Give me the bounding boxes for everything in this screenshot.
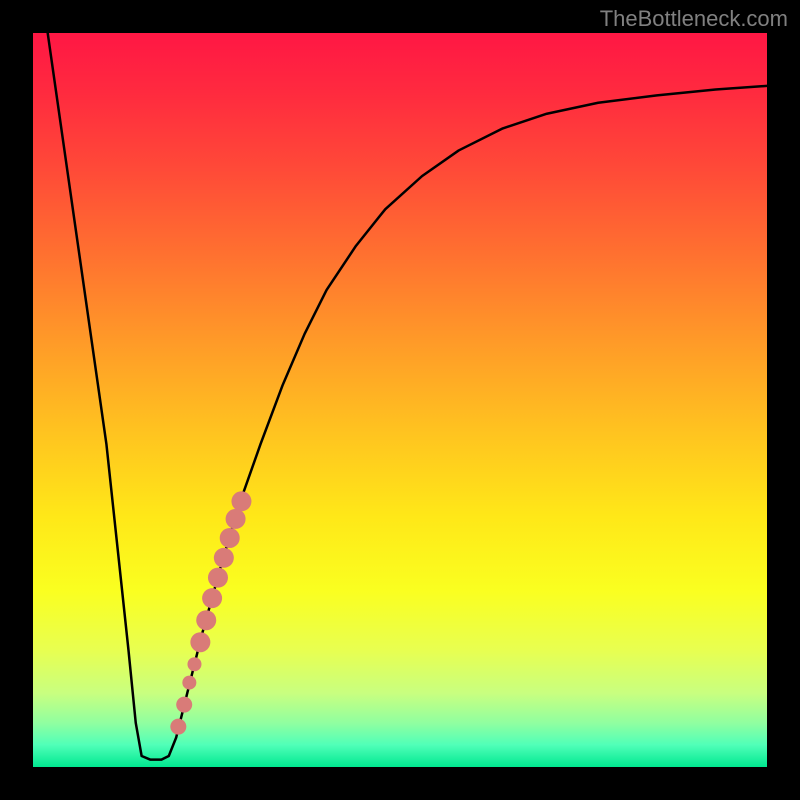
data-marker: [214, 548, 234, 568]
data-marker: [202, 588, 222, 608]
data-marker: [231, 491, 251, 511]
plot-area: [33, 33, 767, 767]
data-marker: [220, 528, 240, 548]
data-marker: [182, 676, 196, 690]
bottleneck-curve: [48, 33, 767, 760]
data-marker: [170, 719, 186, 735]
chart-frame: TheBottleneck.com: [0, 0, 800, 800]
data-marker: [187, 657, 201, 671]
data-marker: [208, 568, 228, 588]
watermark-text: TheBottleneck.com: [600, 6, 788, 32]
data-marker: [176, 697, 192, 713]
data-markers: [170, 491, 251, 734]
data-marker: [190, 632, 210, 652]
data-marker: [226, 509, 246, 529]
data-marker: [196, 610, 216, 630]
curve-layer: [33, 33, 767, 767]
